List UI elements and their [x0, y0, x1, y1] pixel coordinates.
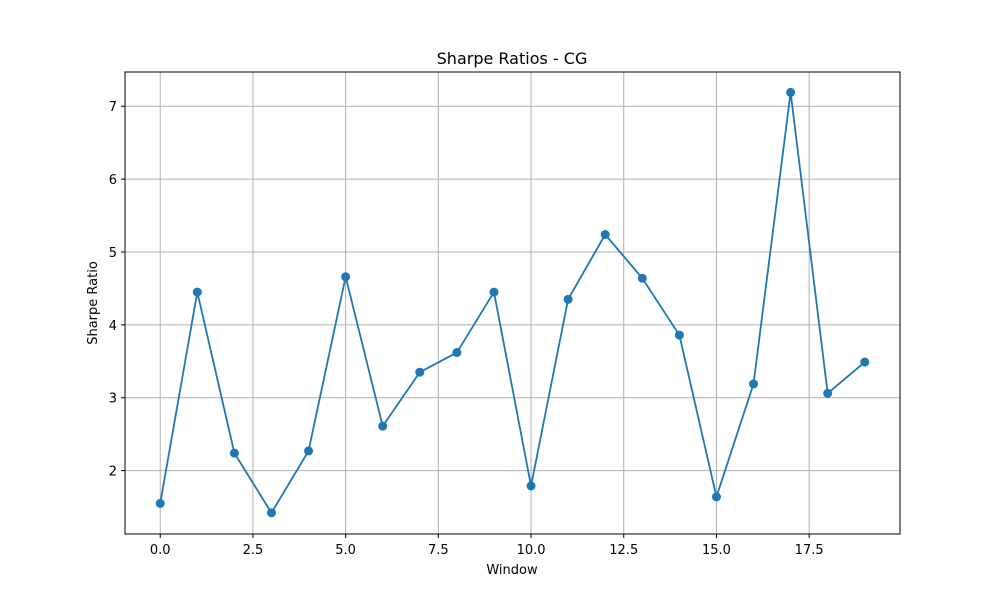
x-tick-label: 12.5 [609, 543, 638, 558]
series-line [159, 91, 866, 514]
data-point [452, 348, 462, 358]
x-axis-label: Window [486, 563, 538, 578]
data-point [526, 481, 536, 491]
data-point [600, 230, 610, 240]
data-point [229, 448, 239, 458]
axis-ticks: 0.0 2.5 5.0 7.5 10.0 12.5 15.0 17.5 2 3 4 5 6 7 [109, 100, 824, 558]
y-tick-label: 7 [109, 100, 117, 115]
data-point [674, 330, 684, 340]
x-tick-label: 0.0 [150, 543, 171, 558]
y-tick-label: 2 [109, 465, 117, 480]
x-tick-label: 7.5 [428, 543, 449, 558]
data-point [749, 379, 759, 389]
x-tick-label: 5.0 [335, 543, 356, 558]
data-point [378, 421, 388, 431]
data-point [304, 446, 314, 456]
data-point [711, 492, 721, 502]
y-tick-label: 6 [109, 173, 117, 188]
x-tick-label: 17.5 [795, 543, 824, 558]
plot-frame [124, 71, 901, 535]
x-tick-label: 2.5 [243, 543, 264, 558]
data-point [192, 287, 202, 297]
y-tick-label: 5 [109, 246, 117, 261]
chart-title: Sharpe Ratios - CG [437, 49, 588, 68]
y-axis-label: Sharpe Ratio [86, 261, 101, 345]
data-point [786, 87, 796, 97]
data-point [489, 287, 499, 297]
data-point [266, 508, 276, 518]
x-tick-label: 15.0 [702, 543, 731, 558]
grid-lines [125, 72, 900, 534]
series-group [155, 87, 870, 518]
x-tick-label: 10.0 [517, 543, 546, 558]
data-point [415, 367, 425, 377]
y-tick-label: 3 [109, 392, 117, 407]
data-point [155, 498, 165, 508]
y-tick-label: 4 [109, 319, 117, 334]
data-point [823, 388, 833, 398]
data-point [341, 272, 351, 282]
data-point [860, 357, 870, 367]
data-point [563, 294, 573, 304]
data-point [637, 273, 647, 283]
